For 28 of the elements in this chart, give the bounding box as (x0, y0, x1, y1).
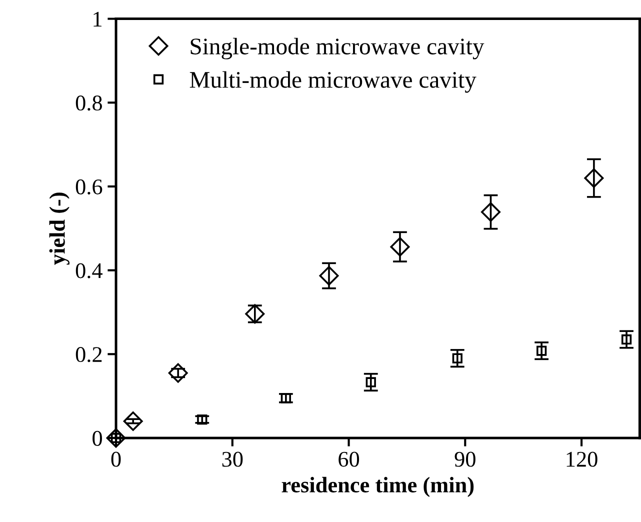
x-tick-label: 90 (454, 452, 476, 467)
legend-label: Multi-mode microwave cavity (190, 71, 476, 93)
point (123, 411, 143, 431)
x-tick-label: 0 (111, 452, 121, 467)
y-tick-label: 0.2 (76, 347, 102, 362)
x-tick-label: 60 (338, 452, 360, 467)
point (280, 393, 292, 404)
x-tick-label: 30 (222, 452, 243, 467)
point (366, 377, 376, 388)
y-tick-label: 0.6 (76, 179, 102, 194)
x-tick-label: 120 (566, 452, 598, 467)
point (197, 414, 208, 425)
y-axis-title: yield (-) (49, 192, 70, 265)
x-axis-title: residence time (min) (282, 476, 474, 498)
point (168, 363, 188, 383)
point (390, 237, 410, 257)
y-tick-label: 0.4 (76, 263, 102, 278)
point (106, 428, 126, 448)
point (481, 202, 500, 222)
point (621, 334, 632, 345)
y-tick-label: 0.8 (76, 96, 102, 111)
y-tick-label: 0 (92, 430, 102, 446)
point (536, 346, 547, 356)
y-tick-label: 1 (94, 12, 102, 26)
point (452, 353, 462, 364)
point (319, 266, 339, 286)
legend-label: Single-mode microwave cavity (190, 38, 484, 60)
point (584, 168, 604, 188)
